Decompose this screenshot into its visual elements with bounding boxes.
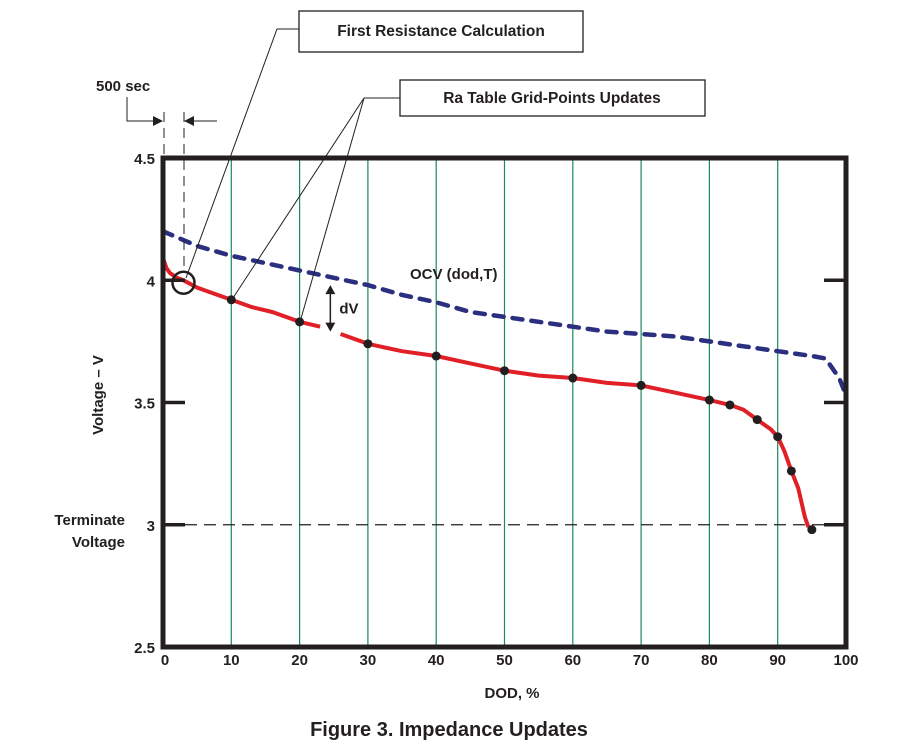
grid-point-markers — [226, 295, 817, 535]
grid-point-marker — [636, 380, 646, 390]
y-tick-label: 4 — [147, 273, 156, 290]
grid-point-marker — [786, 466, 796, 476]
x-tick-labels: 0 10 20 30 40 50 60 70 80 90 100 — [161, 652, 859, 669]
interval-right-arrowhead — [184, 116, 194, 126]
grid-point-marker — [431, 351, 441, 361]
x-tick-label: 0 — [161, 652, 169, 669]
x-tick-label: 50 — [496, 652, 513, 669]
y-tick-label: 4.5 — [134, 151, 155, 168]
y-tick-label: 3 — [147, 518, 155, 535]
figure-caption: Figure 3. Impedance Updates — [310, 719, 588, 741]
ra-table-callout-box — [399, 79, 706, 117]
interval-label: 500 sec — [96, 78, 150, 95]
dv-arrow-head-up — [325, 285, 336, 295]
gridlines — [230, 158, 779, 647]
y-axis-label: Voltage – V — [90, 355, 107, 435]
grid-point-marker — [752, 415, 762, 425]
ra-table-leader-to-20 — [299, 97, 365, 323]
grid-point-marker — [704, 395, 714, 405]
x-tick-label: 80 — [701, 652, 718, 669]
ra-table-leader-to-10 — [230, 97, 365, 302]
grid-point-marker — [568, 373, 578, 383]
first-resistance-leader-line — [185, 28, 299, 279]
y-tick-label: 3.5 — [134, 396, 155, 413]
grid-point-marker — [725, 400, 735, 410]
x-tick-label: 70 — [633, 652, 650, 669]
x-tick-label: 10 — [223, 652, 240, 669]
first-resistance-callout-text: First Resistance Calculation — [337, 23, 545, 40]
interval-left-bracket — [126, 97, 155, 122]
grid-point-marker — [363, 339, 373, 349]
ocv-label: OCV (dod,T) — [410, 266, 497, 283]
first-resistance-callout-box — [298, 10, 584, 53]
x-tick-label: 100 — [833, 652, 858, 669]
x-tick-label: 20 — [291, 652, 308, 669]
grid-point-marker — [500, 366, 509, 376]
x-tick-label: 40 — [428, 652, 445, 669]
interval-left-arrowhead — [153, 116, 163, 126]
grid-point-marker — [773, 432, 783, 442]
terminate-label-line1: Terminate — [54, 512, 125, 529]
left-axis-ticks — [163, 278, 185, 527]
x-tick-label: 60 — [564, 652, 581, 669]
y-tick-labels: 4.5 4 3.5 3 2.5 — [134, 151, 156, 657]
dv-arrow-head-down — [325, 322, 336, 332]
dv-label: dV — [339, 300, 358, 317]
dv-arrow — [325, 285, 336, 332]
ocv-series-line — [160, 229, 849, 398]
terminal-voltage-series-line — [161, 257, 811, 528]
x-axis-label: DOD, % — [484, 685, 539, 702]
terminate-label-line2: Voltage — [72, 534, 125, 551]
first-resistance-circle — [171, 270, 196, 295]
ra-table-callout-text: Ra Table Grid-Points Updates — [443, 90, 661, 107]
right-axis-ticks — [824, 278, 846, 527]
grid-point-marker — [807, 525, 817, 535]
x-tick-label: 30 — [360, 652, 377, 669]
x-tick-label: 90 — [769, 652, 786, 669]
y-tick-label: 2.5 — [134, 640, 155, 657]
